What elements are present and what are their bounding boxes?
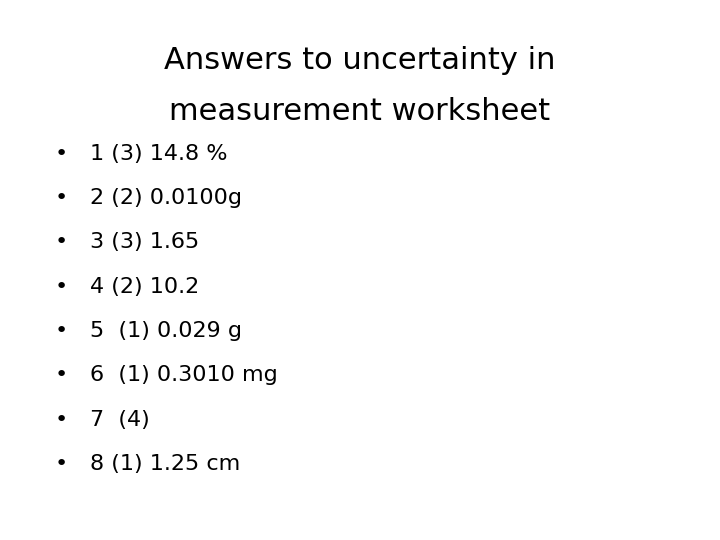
Text: Answers to uncertainty in: Answers to uncertainty in xyxy=(164,46,556,75)
Text: measurement worksheet: measurement worksheet xyxy=(169,97,551,126)
Text: 1 (3) 14.8 %: 1 (3) 14.8 % xyxy=(90,144,228,164)
Text: 4 (2) 10.2: 4 (2) 10.2 xyxy=(90,276,199,297)
Text: 8 (1) 1.25 cm: 8 (1) 1.25 cm xyxy=(90,454,240,474)
Text: 5  (1) 0.029 g: 5 (1) 0.029 g xyxy=(90,321,242,341)
Text: 6  (1) 0.3010 mg: 6 (1) 0.3010 mg xyxy=(90,365,278,386)
Text: •: • xyxy=(55,454,68,474)
Text: 2 (2) 0.0100g: 2 (2) 0.0100g xyxy=(90,188,242,208)
Text: •: • xyxy=(55,144,68,164)
Text: •: • xyxy=(55,365,68,386)
Text: •: • xyxy=(55,321,68,341)
Text: 3 (3) 1.65: 3 (3) 1.65 xyxy=(90,232,199,253)
Text: •: • xyxy=(55,409,68,430)
Text: •: • xyxy=(55,232,68,253)
Text: 7  (4): 7 (4) xyxy=(90,409,150,430)
Text: •: • xyxy=(55,188,68,208)
Text: •: • xyxy=(55,276,68,297)
